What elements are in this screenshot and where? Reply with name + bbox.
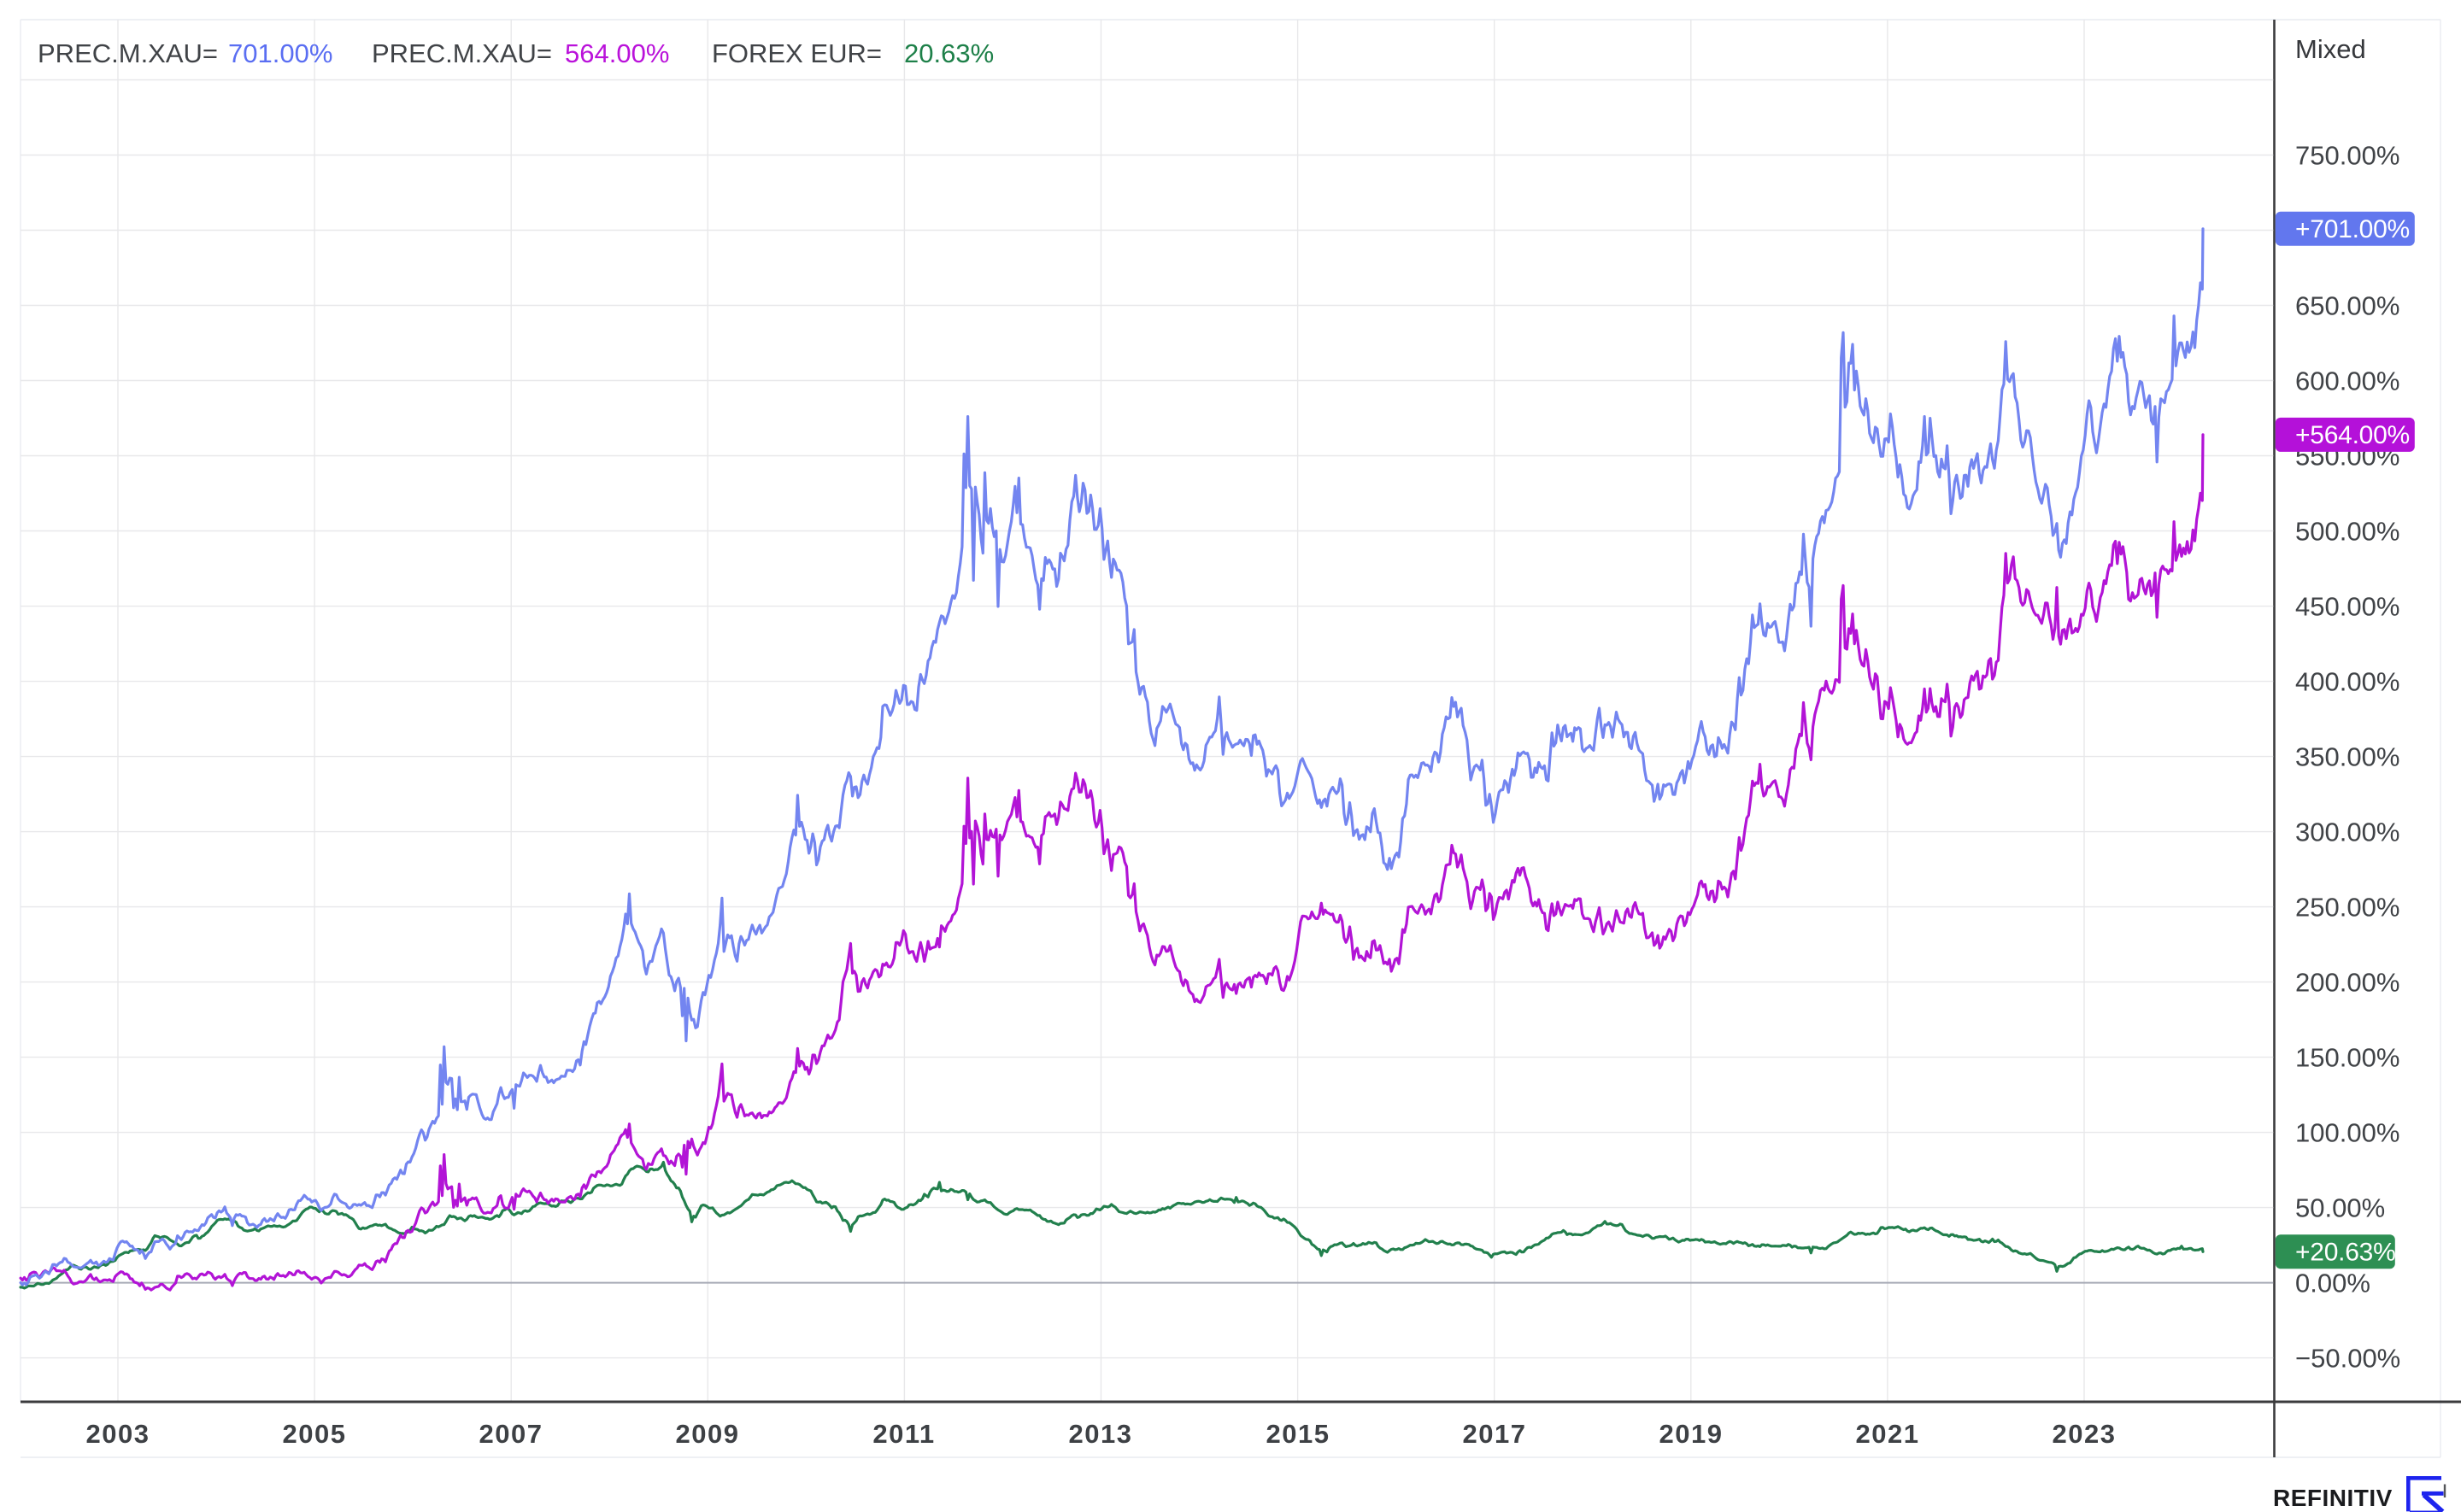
svg-text:2007: 2007 (479, 1419, 543, 1449)
svg-text:−50.00%: −50.00% (2295, 1344, 2400, 1374)
svg-text:750.00%: 750.00% (2295, 141, 2399, 171)
svg-text:+20.63%: +20.63% (2295, 1238, 2396, 1266)
svg-text:564.00%: 564.00% (565, 38, 669, 68)
svg-text:701.00%: 701.00% (228, 38, 332, 68)
svg-text:600.00%: 600.00% (2295, 366, 2399, 396)
svg-text:150.00%: 150.00% (2295, 1043, 2399, 1073)
svg-text:500.00%: 500.00% (2295, 517, 2399, 547)
svg-text:650.00%: 650.00% (2295, 291, 2399, 321)
svg-text:250.00%: 250.00% (2295, 893, 2399, 923)
svg-text:2013: 2013 (1069, 1419, 1133, 1449)
svg-text:2005: 2005 (283, 1419, 347, 1449)
svg-text:2011: 2011 (872, 1419, 935, 1449)
svg-text:400.00%: 400.00% (2295, 667, 2399, 697)
svg-text:450.00%: 450.00% (2295, 592, 2399, 622)
svg-text:2009: 2009 (676, 1419, 740, 1449)
svg-text:PREC.M.XAU=: PREC.M.XAU= (38, 38, 218, 68)
svg-text:2015: 2015 (1266, 1419, 1330, 1449)
svg-text:2003: 2003 (86, 1419, 150, 1449)
svg-text:+701.00%: +701.00% (2295, 215, 2410, 243)
svg-text:FOREX EUR=: FOREX EUR= (712, 38, 882, 68)
svg-text:20.63%: 20.63% (904, 38, 994, 68)
svg-text:350.00%: 350.00% (2295, 742, 2399, 772)
svg-text:100.00%: 100.00% (2295, 1118, 2399, 1148)
svg-text:300.00%: 300.00% (2295, 818, 2399, 847)
svg-text:+564.00%: +564.00% (2295, 421, 2410, 449)
svg-text:2017: 2017 (1463, 1419, 1527, 1449)
svg-text:50.00%: 50.00% (2295, 1193, 2385, 1223)
svg-text:2021: 2021 (1856, 1419, 1920, 1449)
svg-text:2023: 2023 (2053, 1419, 2117, 1449)
svg-text:REFINITIV: REFINITIV (2273, 1485, 2393, 1511)
svg-text:PREC.M.XAU=: PREC.M.XAU= (372, 38, 552, 68)
svg-text:200.00%: 200.00% (2295, 968, 2399, 998)
svg-text:Mixed: Mixed (2295, 34, 2366, 64)
svg-text:2019: 2019 (1659, 1419, 1724, 1449)
svg-text:0.00%: 0.00% (2295, 1269, 2370, 1298)
